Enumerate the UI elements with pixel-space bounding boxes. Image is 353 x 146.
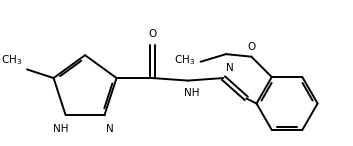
Text: CH$_3$: CH$_3$ — [174, 54, 196, 67]
Text: O: O — [148, 29, 156, 39]
Text: NH: NH — [184, 88, 199, 98]
Text: CH$_3$: CH$_3$ — [1, 53, 22, 67]
Text: N: N — [226, 63, 234, 73]
Text: O: O — [247, 42, 256, 52]
Text: N: N — [106, 124, 113, 134]
Text: NH: NH — [53, 124, 68, 134]
